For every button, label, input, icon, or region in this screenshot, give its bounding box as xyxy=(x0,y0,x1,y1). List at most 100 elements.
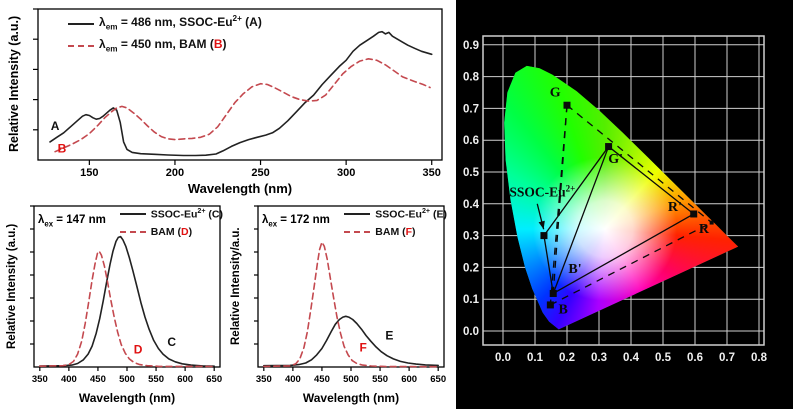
svg-text:0.2: 0.2 xyxy=(559,352,575,364)
legend-row: SSOC-Eu2+ (E) xyxy=(344,206,447,223)
emission-147nm-legend: SSOC-Eu2+ (C) BAM (D) xyxy=(119,206,223,240)
solid-line-sample xyxy=(344,213,371,216)
x-axis-title: Wavelength (nm) xyxy=(302,391,400,405)
svg-text:0.4: 0.4 xyxy=(463,199,480,211)
legend-row: λem = 486 nm, SSOC-Eu2+ (A) xyxy=(68,13,262,34)
text-segment: 2+ xyxy=(232,14,242,23)
cie-annotation-ssoc-eu2+: SSOC-Eu2+ xyxy=(509,184,575,200)
text-segment: ex xyxy=(44,219,54,229)
emission-172nm-panel: 350 400 450 500 550 600 650 F E λex = 172 nm SSO… xyxy=(230,200,452,407)
text-segment: ) xyxy=(412,225,416,238)
x-axis-title: Wavelength (nm) xyxy=(78,391,176,405)
cie-label-Gp: G' xyxy=(608,152,623,167)
svg-text:650: 650 xyxy=(430,374,446,385)
curve-label-D: D xyxy=(134,342,143,356)
excitation-spectra-panel: 150 200 250 300 350 A B λem = 486 nm, SSOC-Eu2… xyxy=(6,2,454,197)
svg-text:400: 400 xyxy=(285,374,301,385)
text-segment: em xyxy=(105,22,118,32)
svg-text:450: 450 xyxy=(90,374,106,385)
svg-text:0.3: 0.3 xyxy=(591,352,607,364)
svg-text:400: 400 xyxy=(61,374,77,385)
series-bam-f- xyxy=(263,241,439,368)
emission-172nm-legend: SSOC-Eu2+ (E) BAM (F) xyxy=(344,206,447,240)
text-segment: ) xyxy=(188,225,193,238)
excitation-wavelength-annotation: λex = 147 nm xyxy=(38,214,106,228)
series-ssoc-eu2-c- xyxy=(39,235,215,367)
svg-text:550: 550 xyxy=(372,374,388,385)
svg-text:0.0: 0.0 xyxy=(463,326,479,338)
svg-text:0.2: 0.2 xyxy=(463,262,479,274)
cie-label-R: R xyxy=(699,222,710,237)
legend-row: SSOC-Eu2+ (C) xyxy=(119,206,223,223)
text-segment: λ xyxy=(38,214,45,226)
text-segment: SSOC-Eu xyxy=(375,208,422,221)
emission-172nm-plot: 350 400 450 500 550 600 650 F E xyxy=(254,205,446,385)
curve-label-A: A xyxy=(51,119,60,133)
series-ssoc-eu2-e- xyxy=(263,315,439,367)
dashed-line-sample xyxy=(119,230,146,233)
dashed-line-sample xyxy=(68,44,94,47)
text-segment: = 450 nm, BAM ( xyxy=(117,37,214,52)
text-segment: em xyxy=(105,44,118,54)
svg-text:350: 350 xyxy=(32,374,48,385)
svg-text:0.7: 0.7 xyxy=(719,352,735,364)
svg-text:0.5: 0.5 xyxy=(655,352,672,364)
svg-text:300: 300 xyxy=(337,167,355,179)
svg-text:0.1: 0.1 xyxy=(527,352,544,364)
y-axis-title: Relative Intensity (a.u.) xyxy=(7,15,21,153)
excitation-legend: λem = 486 nm, SSOC-Eu2+ (A) λem = 450 nm,… xyxy=(68,13,262,56)
text-segment: λ xyxy=(99,37,106,52)
text-segment: B xyxy=(213,37,223,52)
svg-text:0.0: 0.0 xyxy=(495,352,511,364)
text-segment: = 172 nm xyxy=(277,214,330,226)
svg-text:600: 600 xyxy=(177,374,193,385)
text-segment: BAM ( xyxy=(150,225,182,238)
cie-chromaticity-panel: 0.0 0.1 0.2 0.3 0.4 0.5 0.6 0.7 0.8 0.0 0.1 0.2 0.3 0… xyxy=(456,0,793,409)
cie-points-overlay: G G' B B' R' R SSOC-Eu2+ xyxy=(509,85,714,318)
series-ssoc-eu2-a- xyxy=(49,30,433,157)
text-segment: ) xyxy=(222,37,227,52)
cie-point-bp xyxy=(549,289,557,297)
x-axis-title: Wavelength (nm) xyxy=(187,181,293,196)
text-segment: (E) xyxy=(430,208,447,221)
curve-label-E: E xyxy=(385,329,393,343)
svg-text:250: 250 xyxy=(251,167,269,179)
legend-row: BAM (D) xyxy=(119,224,223,240)
cie-label-G: G xyxy=(550,85,561,100)
svg-text:500: 500 xyxy=(119,374,135,385)
cie-grid: 0.0 0.1 0.2 0.3 0.4 0.5 0.6 0.7 0.8 0.0 0.1 0.2 0.3 0… xyxy=(463,35,768,364)
text-segment: = 147 nm xyxy=(53,214,106,226)
svg-text:0.9: 0.9 xyxy=(463,40,479,52)
text-segment: (C) xyxy=(205,208,223,221)
legend-row: BAM (F) xyxy=(344,224,447,240)
excitation-wavelength-annotation: λex = 172 nm xyxy=(262,214,330,228)
cie-point-ssoc xyxy=(540,232,548,240)
curve-label-F: F xyxy=(360,341,367,355)
curve-label-B: B xyxy=(58,141,67,155)
svg-text:0.6: 0.6 xyxy=(463,135,479,147)
cie-point-g xyxy=(563,101,571,109)
text-segment: D xyxy=(181,225,189,238)
svg-text:0.8: 0.8 xyxy=(463,72,480,84)
svg-text:150: 150 xyxy=(80,167,98,179)
text-segment: F xyxy=(405,225,413,238)
text-segment: 2+ xyxy=(421,207,431,215)
cie-label-B: B xyxy=(558,303,567,318)
svg-text:600: 600 xyxy=(401,374,417,385)
curve-label-C: C xyxy=(167,335,176,349)
legend-row: λem = 450 nm, BAM (B) xyxy=(68,35,262,56)
svg-text:550: 550 xyxy=(148,374,164,385)
text-segment: λ xyxy=(262,214,269,226)
text-segment: = 486 nm, SSOC-Eu xyxy=(117,15,233,29)
text-segment: (A) xyxy=(241,15,262,29)
cie-point-gp xyxy=(605,143,613,151)
text-segment: λ xyxy=(99,15,106,29)
text-segment: BAM ( xyxy=(375,225,406,238)
series-bam-d- xyxy=(39,250,215,368)
cie-point-rp xyxy=(690,210,698,218)
cie-point-r xyxy=(709,220,714,225)
svg-text:0.7: 0.7 xyxy=(463,103,479,115)
text-segment: SSOC-Eu xyxy=(150,208,198,221)
svg-text:450: 450 xyxy=(314,374,330,385)
